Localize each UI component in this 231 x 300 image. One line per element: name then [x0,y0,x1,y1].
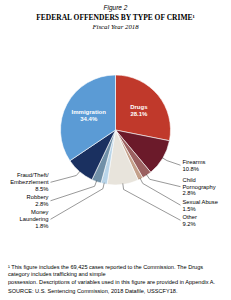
leader-line [140,178,181,205]
slice-label-line: Child [183,177,196,183]
slice-label-line: Firearms [183,159,206,165]
footnote: ¹ This figure includes the 69,425 cases … [8,264,223,287]
slice-label-line: Other [183,214,198,220]
slice-label-line: Fraud/Theft/ [17,172,49,178]
leader-line [51,171,81,182]
slice-label-line: 10.8% [183,166,199,172]
slice-label-line: Money [31,209,49,215]
slice-label-line: 8.5% [35,186,48,192]
figure-label: Figure 2 [104,4,128,12]
slice-label: Sexual Abuse1.5% [183,199,218,212]
slice-label-line: 2.8% [35,201,48,207]
slice-label: Firearms10.8% [183,159,206,172]
slice-label-line: 2.8% [183,190,196,196]
slice-label-line: 1.8% [35,223,48,229]
slice-label: MoneyLaundering1.8% [19,209,48,229]
slices [60,75,170,185]
title: FEDERAL OFFENDERS BY TYPE OF CRIME¹ [36,13,194,22]
chart: Figure 2FEDERAL OFFENDERS BY TYPE OF CRI… [0,0,231,300]
slice-label-line: 34.4% [80,116,98,122]
leader-line [51,183,105,220]
pie-slice [60,75,115,161]
slice-label-line: Robbery [27,194,49,200]
leader-line [51,181,97,201]
slice-label-line: Immigration [72,109,107,115]
footnote: SOURCE: U.S. Sentencing Commission, 2018… [8,288,223,296]
slice-label-line: Drugs [130,104,148,110]
slice-label-line: Laundering [19,216,48,222]
slice-label-line: 1.5% [183,206,196,212]
leader-line [162,158,181,166]
slice-label-line: Sexual Abuse [183,199,218,205]
leader-line [123,183,181,220]
subtitle: Fiscal Year 2018 [91,23,139,30]
labels: Drugs28.1% Immigration34.4% Fraud/Theft/Em… [10,104,218,229]
slice-label-line: Embezzlement [10,179,49,185]
slice-label: Other9.2% [183,214,198,227]
slice-label: Immigration34.4% [72,109,107,122]
pie-slice [116,75,171,141]
slice-label-line: 28.1% [130,111,148,117]
slice-label-line: 9.2% [183,221,196,227]
slice-label: Fraud/Theft/Embezzlement8.5% [10,172,49,192]
leader-line [146,174,180,186]
slice-label: Robbery2.8% [27,194,49,207]
slice-label-line: Pornography [183,184,216,190]
slice-label: ChildPornography2.8% [183,177,216,197]
slice-label: Drugs28.1% [130,104,148,117]
footnotes: ¹ This figure includes the 69,425 cases … [8,262,223,296]
